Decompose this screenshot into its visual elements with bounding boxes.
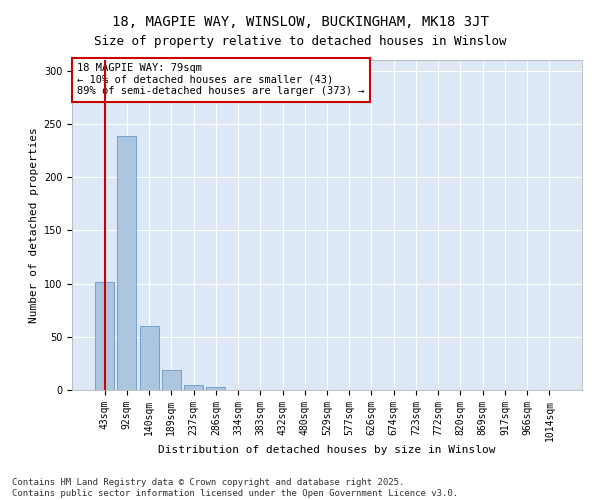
- Text: 18 MAGPIE WAY: 79sqm
← 10% of detached houses are smaller (43)
89% of semi-detac: 18 MAGPIE WAY: 79sqm ← 10% of detached h…: [77, 64, 365, 96]
- Text: Size of property relative to detached houses in Winslow: Size of property relative to detached ho…: [94, 35, 506, 48]
- Text: 18, MAGPIE WAY, WINSLOW, BUCKINGHAM, MK18 3JT: 18, MAGPIE WAY, WINSLOW, BUCKINGHAM, MK1…: [112, 15, 488, 29]
- Y-axis label: Number of detached properties: Number of detached properties: [29, 127, 40, 323]
- X-axis label: Distribution of detached houses by size in Winslow: Distribution of detached houses by size …: [158, 445, 496, 455]
- Bar: [118, 136, 136, 390]
- Bar: [140, 326, 158, 390]
- Bar: [184, 384, 203, 390]
- Text: Contains HM Land Registry data © Crown copyright and database right 2025.
Contai: Contains HM Land Registry data © Crown c…: [12, 478, 458, 498]
- Bar: [95, 282, 114, 390]
- Bar: [162, 370, 181, 390]
- Bar: [206, 387, 225, 390]
